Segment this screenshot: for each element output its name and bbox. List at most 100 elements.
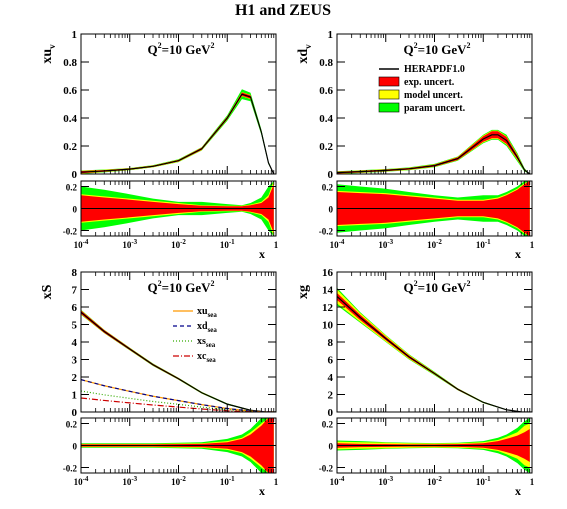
ratio-plot-area (81, 418, 276, 473)
y-tick-label: 14 (322, 285, 334, 297)
main-plot-area (337, 287, 532, 412)
y-tick-label: 2 (328, 390, 334, 402)
x-tick-label: 10-4 (330, 238, 345, 250)
y-tick-label: 0.2 (63, 141, 77, 153)
y-tick-label: 0 (328, 169, 334, 181)
x-tick-label: 10-2 (171, 475, 186, 487)
legend-box-model (378, 89, 400, 100)
legend-label-xd_sea: xdsea (197, 321, 217, 334)
model-uncert-band (81, 310, 276, 412)
x-tick-label: 1 (274, 477, 279, 487)
legend-box-param (378, 102, 400, 113)
x-tick-label: 10-1 (476, 475, 491, 487)
x-tick-label: 10-3 (378, 238, 393, 250)
y-tick-label: 0 (72, 407, 78, 419)
y-tick-label: 5 (72, 320, 78, 332)
y-tick-label: 0 (329, 205, 334, 215)
x-tick-label: 10-2 (427, 238, 442, 250)
y-tick-label: 0 (73, 205, 78, 215)
y-tick-label: -0.2 (63, 227, 78, 237)
panel-top-left: 0 0.2 0.4 0.6 0.8 1 xuv Q2=10 GeV2 10-4 10-3 10-2 1… (40, 29, 279, 261)
q2-annotation: Q2=10 GeV2 (147, 279, 214, 295)
model-uncert-band (337, 289, 532, 412)
panel-bottom-left: 0 1 2 3 4 5 6 7 8 xS Q2=10 GeV2 xusea xdsea xssea xcse… (40, 267, 279, 498)
figure-title: H1 and ZEUS (235, 2, 331, 19)
legend-label-exp: exp. uncert. (404, 77, 455, 88)
series-line-xd_sea (81, 379, 276, 412)
central-line (337, 296, 532, 412)
central-line (81, 93, 275, 174)
y-tick-label: 2 (72, 372, 78, 384)
x-tick-label: 10-4 (74, 475, 89, 487)
y-tick-label: 1 (72, 29, 78, 41)
x-tick-label: 1 (530, 240, 535, 250)
y-axis-label: xuv (40, 44, 57, 64)
y-axis-label: xdv (296, 44, 313, 64)
y-tick-label: 3 (72, 355, 78, 367)
y-axis-label: xS (40, 284, 55, 299)
y-tick-label: 0.2 (322, 420, 334, 430)
legend-label-model: model uncert. (404, 90, 463, 101)
legend-box-exp (378, 76, 400, 87)
x-tick-label: 1 (274, 240, 279, 250)
y-tick-label: 0.2 (322, 183, 334, 193)
x-tick-label: 10-3 (122, 238, 137, 250)
exp-uncert-band (81, 92, 274, 174)
exp-uncert-band (337, 131, 530, 174)
y-tick-label: 4 (72, 337, 78, 349)
y-tick-label: 0 (73, 442, 78, 452)
x-tick-label: 10-1 (220, 475, 235, 487)
y-tick-label: 6 (72, 302, 78, 314)
y-tick-label: -0.2 (319, 227, 334, 237)
x-axis-label: x (515, 247, 521, 261)
panel-top-right: 0 0.2 0.4 0.6 0.8 1 xdv Q2=10 GeV2 HERAPDF1.0 exp… (296, 29, 535, 261)
q2-annotation: Q2=10 GeV2 (403, 279, 470, 295)
y-tick-label: 0.6 (63, 85, 77, 97)
y-tick-label: 0.2 (319, 141, 333, 153)
y-tick-label: 16 (322, 267, 334, 279)
y-tick-label: 0.2 (66, 420, 78, 430)
x-tick-label: 10-3 (122, 475, 137, 487)
y-tick-label: 8 (72, 267, 78, 279)
legend-label-xu_sea: xusea (197, 306, 217, 319)
y-tick-label: 0.4 (63, 113, 77, 125)
y-tick-label: 1 (72, 390, 78, 402)
x-tick-label: 10-4 (330, 475, 345, 487)
main-plot-area (81, 89, 275, 174)
y-tick-label: 7 (72, 285, 78, 297)
exp-uncert-band (81, 310, 276, 412)
main-plot-area (337, 129, 531, 174)
legend-label-xs_sea: xssea (197, 336, 216, 349)
y-tick-label: 0.2 (66, 183, 78, 193)
x-tick-label: 10-1 (220, 238, 235, 250)
y-tick-label: 0.8 (63, 57, 77, 69)
x-tick-label: 10-4 (74, 238, 89, 250)
y-tick-label: 4 (328, 372, 334, 384)
y-tick-label: 0.4 (319, 113, 333, 125)
legend-label-param: param uncert. (404, 103, 466, 114)
y-tick-label: 6 (328, 355, 334, 367)
x-tick-label: 10-2 (427, 475, 442, 487)
x-tick-label: 10-2 (171, 238, 186, 250)
x-axis-label: x (515, 484, 521, 498)
main-plot-area (81, 309, 276, 412)
param-uncert-band (81, 309, 276, 412)
y-tick-label: -0.2 (63, 464, 78, 474)
central-line (81, 311, 276, 412)
q2-annotation: Q2=10 GeV2 (403, 41, 470, 57)
y-tick-label: -0.2 (319, 464, 334, 474)
y-tick-label: 0.6 (319, 85, 333, 97)
y-tick-label: 1 (328, 29, 334, 41)
legend-label-xc_sea: xcsea (197, 351, 216, 364)
x-axis-label: x (259, 484, 265, 498)
y-tick-label: 10 (322, 320, 334, 332)
y-tick-label: 0.8 (319, 57, 333, 69)
y-axis-label: xg (296, 285, 311, 299)
q2-annotation: Q2=10 GeV2 (147, 41, 214, 57)
ratio-plot-area (81, 181, 276, 236)
y-tick-label: 0 (72, 169, 78, 181)
y-tick-label: 12 (322, 302, 334, 314)
